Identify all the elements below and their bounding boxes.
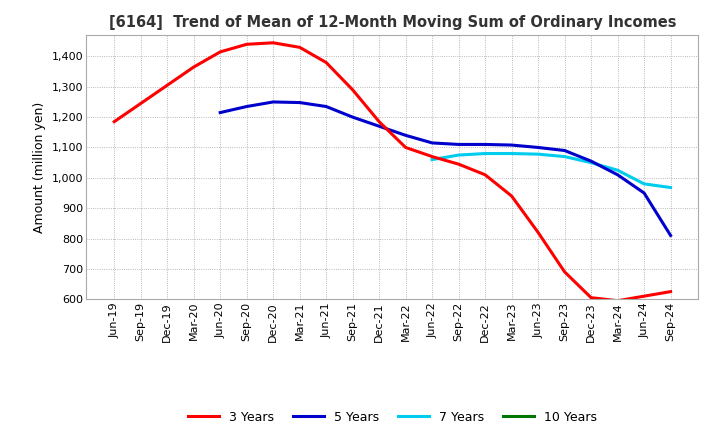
5 Years: [666, 233, 675, 238]
3 Years: [587, 295, 595, 301]
3 Years: [508, 194, 516, 199]
Y-axis label: Amount (million yen): Amount (million yen): [33, 102, 47, 233]
3 Years: [454, 161, 463, 167]
3 Years: [269, 40, 277, 45]
7 Years: [454, 152, 463, 158]
3 Years: [348, 87, 357, 92]
5 Years: [348, 114, 357, 120]
5 Years: [401, 133, 410, 138]
3 Years: [534, 230, 542, 235]
7 Years: [666, 185, 675, 190]
Title: [6164]  Trend of Mean of 12-Month Moving Sum of Ordinary Incomes: [6164] Trend of Mean of 12-Month Moving …: [109, 15, 676, 30]
3 Years: [243, 42, 251, 47]
3 Years: [322, 60, 330, 65]
7 Years: [613, 168, 622, 173]
3 Years: [428, 154, 436, 159]
3 Years: [163, 83, 171, 88]
5 Years: [375, 124, 384, 129]
3 Years: [666, 289, 675, 294]
7 Years: [508, 151, 516, 156]
5 Years: [428, 140, 436, 146]
3 Years: [375, 119, 384, 125]
7 Years: [560, 154, 569, 159]
5 Years: [534, 145, 542, 150]
5 Years: [508, 143, 516, 148]
Line: 5 Years: 5 Years: [220, 102, 670, 235]
7 Years: [481, 151, 490, 156]
3 Years: [110, 119, 119, 125]
5 Years: [481, 142, 490, 147]
7 Years: [428, 157, 436, 162]
3 Years: [401, 145, 410, 150]
3 Years: [640, 293, 649, 299]
3 Years: [136, 101, 145, 106]
3 Years: [295, 45, 304, 50]
3 Years: [613, 298, 622, 303]
5 Years: [269, 99, 277, 105]
5 Years: [613, 172, 622, 177]
7 Years: [587, 160, 595, 165]
7 Years: [640, 181, 649, 187]
3 Years: [481, 172, 490, 177]
7 Years: [534, 151, 542, 157]
5 Years: [640, 191, 649, 196]
5 Years: [560, 148, 569, 153]
3 Years: [216, 49, 225, 55]
Line: 7 Years: 7 Years: [432, 154, 670, 187]
5 Years: [295, 100, 304, 105]
5 Years: [243, 104, 251, 109]
5 Years: [454, 142, 463, 147]
3 Years: [560, 269, 569, 275]
5 Years: [322, 104, 330, 109]
5 Years: [216, 110, 225, 115]
3 Years: [189, 64, 198, 70]
Line: 3 Years: 3 Years: [114, 43, 670, 301]
5 Years: [587, 158, 595, 164]
Legend: 3 Years, 5 Years, 7 Years, 10 Years: 3 Years, 5 Years, 7 Years, 10 Years: [183, 406, 602, 429]
